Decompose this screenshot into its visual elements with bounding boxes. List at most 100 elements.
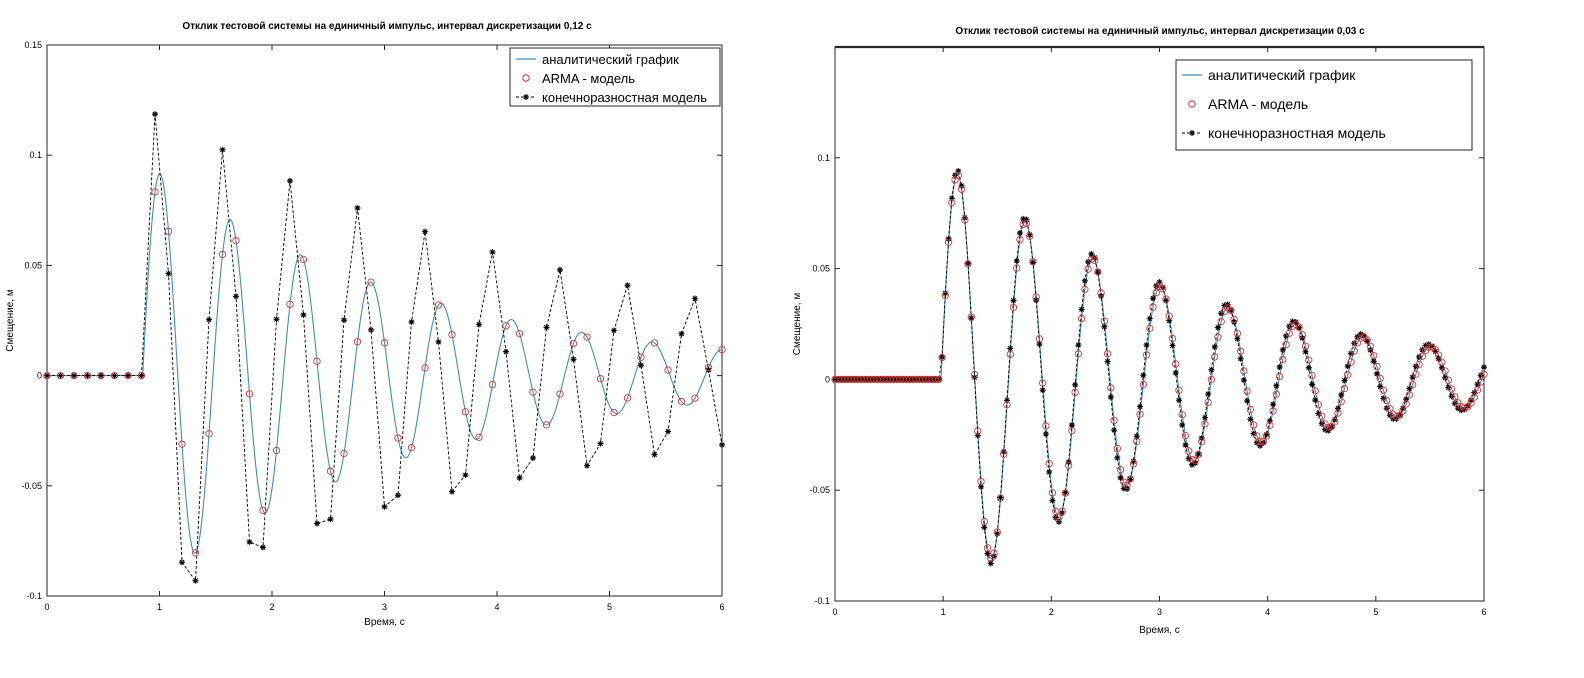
arma-point [1438,358,1446,366]
arma-point [961,216,969,224]
arma-point [1168,334,1177,343]
arma-point [1064,461,1073,470]
arma-point [502,322,510,330]
arma-point [1399,407,1407,415]
finite-difference-point [1062,489,1069,496]
finite-difference-point [1270,401,1277,408]
finite-difference-point [273,316,280,323]
arma-point [488,380,497,389]
arma-point [1000,450,1008,458]
arma-point [1149,303,1157,311]
arma-point [1217,317,1225,326]
arma-point [1068,427,1076,435]
finite-difference-point [1107,394,1114,401]
arma-point [1175,386,1183,394]
arma-point [1165,312,1173,320]
arma-point [83,371,92,380]
x-tick-label: 3 [1157,607,1162,617]
legend-swatch-arma [522,74,530,82]
arma-point [1408,381,1417,389]
finite-difference-point [314,520,320,527]
finite-difference-point [71,372,77,379]
finite-difference-point [997,494,1004,501]
arma-point [1100,317,1108,325]
arma-point [1178,411,1186,419]
finite-difference-point [381,503,388,510]
finite-difference-point [395,492,401,499]
finite-difference-point [557,266,563,273]
finite-difference-point [1127,476,1134,483]
y-tick-label: -0.1 [26,591,42,601]
finite-difference-point [1162,297,1169,304]
finite-difference-point [1315,410,1322,417]
finite-difference-point [1309,381,1316,388]
arma-point [1236,347,1245,355]
finite-difference-point [1182,441,1189,448]
y-tick-label: -0.1 [814,596,830,606]
finite-difference-point [287,177,293,184]
finite-difference-point [597,440,604,447]
y-tick-label: 0.05 [24,260,42,270]
arma-point [1266,421,1274,429]
arma-point [137,371,146,380]
arma-point [1376,374,1384,383]
arma-point [1126,475,1134,483]
arma-point [299,255,308,264]
arma-point [1123,481,1131,490]
arma-point [1383,396,1391,405]
arma-point [1334,409,1342,417]
arma-point [1045,460,1053,468]
arma-point [1133,437,1141,446]
arma-point [1019,220,1027,229]
arma-point [1363,336,1371,344]
arma-point [1473,386,1482,394]
arma-point [691,394,699,402]
y-tick-label: 0 [37,371,42,381]
arma-point [1152,289,1160,297]
arma-point [1029,258,1037,266]
arma-point [43,371,51,380]
arma-point [97,371,105,380]
finite-difference-point [1049,497,1056,504]
arma-point [941,291,949,300]
finite-difference-point [1117,474,1124,481]
arma-point [70,371,78,380]
arma-point [1058,507,1066,515]
arma-point [1431,346,1439,354]
arma-point [394,434,402,442]
arma-point [704,363,713,372]
finite-difference-point [1146,315,1153,322]
arma-point [1081,285,1089,294]
arma-point [1233,329,1242,338]
x-tick-label: 6 [1481,607,1486,617]
arma-point [1113,444,1121,453]
finite-difference-point [1338,391,1345,398]
arma-point [1097,289,1105,297]
finite-difference-point [1042,431,1049,438]
arma-point [232,237,240,245]
arma-point [623,394,632,402]
arma-point [1366,342,1375,351]
arma-point [1470,393,1478,401]
y-tick-label: 0.05 [812,264,830,274]
finite-difference-point [1078,306,1085,313]
arma-point [1412,370,1420,378]
finite-difference-point [300,311,307,318]
arma-point [475,433,483,441]
arma-point [1016,235,1024,244]
arma-point [1211,353,1219,361]
finite-difference-point [233,293,239,300]
arma-point [1340,384,1349,393]
legend-label: конечноразностная модель [1208,125,1386,141]
arma-point [1074,350,1083,358]
arma-point [1447,385,1456,393]
plot-frame [46,44,723,597]
arma-point [987,554,995,563]
arma-point [996,494,1005,502]
arma-point [1285,329,1293,337]
finite-difference-point [1240,377,1247,384]
arma-point [1146,324,1154,333]
finite-difference-point [1344,363,1351,370]
arma-point [1314,401,1323,409]
finite-difference-point [692,295,698,302]
